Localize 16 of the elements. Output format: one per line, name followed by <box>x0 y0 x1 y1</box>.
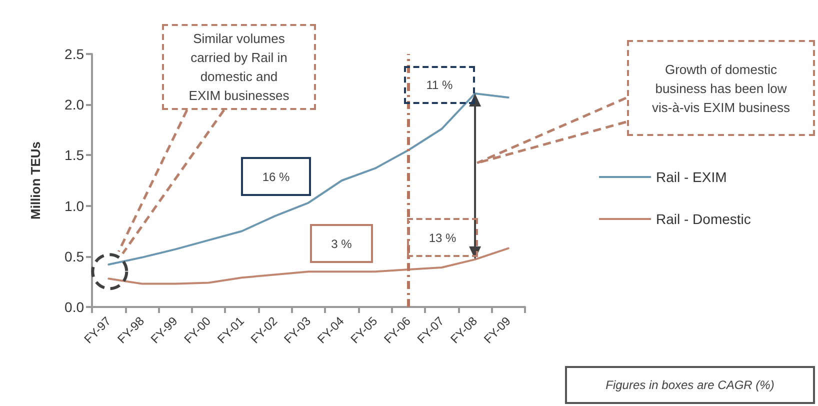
y-axis-title: Million TEUs <box>28 142 43 220</box>
y-tick-label: 1.0 <box>64 198 84 214</box>
annotation: 16 % <box>241 157 311 196</box>
annotation: 3 % <box>310 224 373 263</box>
y-tick-label: 2.0 <box>64 96 84 113</box>
annotation: Similar volumes carried by Rail in domestic and EXIM businesses <box>162 24 316 110</box>
text: Figures in boxes are CAGR (%) <box>565 366 815 404</box>
y-tick-label: 0.5 <box>64 248 84 264</box>
text: Growth of domestic business has been low vis-à-vis EXIM business <box>627 40 815 136</box>
annotation: 13 % <box>407 218 478 257</box>
legend-label: Rail - Domestic <box>656 211 751 227</box>
legend-label: Rail - EXIM <box>656 169 727 185</box>
y-tick-label: 1.5 <box>64 147 84 164</box>
annotation: 11 % <box>404 66 475 104</box>
y-tick-label: 0.0 <box>64 299 84 315</box>
y-tick-label: 2.5 <box>64 46 84 62</box>
